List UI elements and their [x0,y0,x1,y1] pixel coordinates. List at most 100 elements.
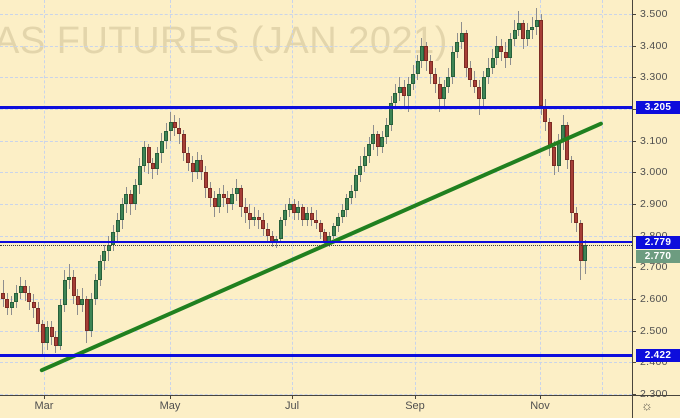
time-tick-label: Nov [530,400,550,412]
candle-body [433,74,438,84]
time-tick-label: Sep [405,400,425,412]
candle-body [428,61,433,75]
time-tick [44,395,45,399]
candle-body [49,327,54,337]
price-tick-label: 3.300 [640,71,668,84]
candle-body [252,216,257,220]
candle-body [45,327,50,344]
price-tick [632,330,636,332]
candle-body [155,153,160,170]
candle-body [199,159,204,173]
candle-body [353,175,358,192]
candle-body [287,203,292,211]
candle-body [18,286,23,293]
candle-body [217,194,222,208]
candle-body [574,213,579,223]
price-level-line-2.779[interactable] [0,241,632,244]
candle-body [53,336,58,347]
price-level-line-2.422[interactable] [0,353,632,357]
candle-body [71,276,76,296]
grid-line-horizontal [0,267,632,269]
candle-body [424,45,429,62]
grid-line-horizontal [0,362,632,364]
grid-line-vertical [170,0,171,395]
grid-line-vertical [415,0,416,395]
candle-body [296,207,301,214]
price-tick [632,235,636,237]
candle-body [419,45,424,62]
candle-body [314,219,319,223]
candle-body [300,207,305,220]
candle-body [530,26,535,30]
price-tick [632,362,636,364]
price-tick-label: 2.900 [640,197,668,210]
candle-body [40,324,45,344]
candle-body [102,251,107,261]
last-price-badge[interactable]: 2.770 [636,249,680,263]
grid-line-horizontal [0,330,632,332]
candle-body [186,153,191,163]
price-tick-label: 3.500 [640,8,668,20]
candle-body [393,93,398,103]
time-tick [540,395,541,399]
candle-body [208,188,213,198]
grid-line-horizontal [0,172,632,174]
candle-body [261,219,266,230]
price-level-badge-2.422[interactable]: 2.422 [636,348,680,362]
candle-body [27,292,32,303]
candle-body [565,124,570,160]
candle-body [305,213,310,220]
candle-body [494,45,499,59]
price-tick [632,267,636,269]
candle-body [534,20,539,27]
grid-line-horizontal [0,14,632,15]
candle-body [358,165,363,176]
grid-line-horizontal [0,45,632,47]
candle-body [67,276,72,280]
candle-body [397,86,402,94]
price-tick-label: 3.100 [640,134,668,147]
candle-body [146,146,151,163]
candle-body [384,124,389,138]
candle-body [437,83,442,100]
candle-body [124,194,129,204]
candle-body [415,61,420,75]
axis-settings-gear-icon[interactable]: ☼ [641,398,653,413]
candle-body [503,51,508,59]
candle-body [389,102,394,125]
candle-body [221,194,226,198]
watermark-symbol-title: AS FUTURES (JAN 2021) [0,20,448,62]
time-tick-label: Jul [284,400,300,412]
candle-body [450,51,455,78]
price-tick-label: 3.400 [640,39,668,52]
candle-body [367,143,372,157]
candle-body [283,210,288,220]
candle-body [234,188,239,195]
candle-body [75,295,80,306]
candle-body [459,32,464,43]
candle-body [1,292,5,299]
candle-body [442,86,446,100]
candle-body [490,58,495,68]
price-tick [632,203,636,205]
price-level-line-3.205[interactable] [0,105,632,109]
price-tick [632,108,636,110]
candle-body [508,39,513,59]
price-tick [632,45,636,47]
grid-line-horizontal [0,298,632,300]
candle-body [203,172,208,189]
candle-body [14,292,19,303]
candle-body [512,29,517,40]
candle-body [230,194,235,204]
price-tick [632,298,636,300]
candle-body [481,77,486,100]
price-level-badge-2.779[interactable]: 2.779 [636,235,680,249]
grid-line-horizontal [0,235,632,237]
time-tick-label: Mar [34,400,54,412]
price-level-badge-3.205[interactable]: 3.205 [636,100,680,114]
